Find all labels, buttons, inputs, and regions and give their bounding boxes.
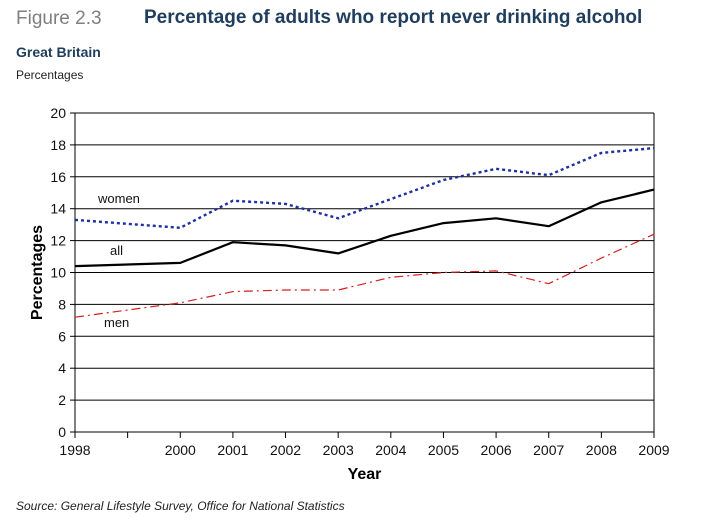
chart-title: Percentage of adults who report never dr… xyxy=(144,7,643,28)
axes xyxy=(74,113,655,438)
y-tick-label: 4 xyxy=(58,360,66,376)
units-label: Percentages xyxy=(16,68,84,82)
y-tick-label: 10 xyxy=(50,265,66,281)
series-label-men: men xyxy=(104,315,129,330)
x-tick-labels: 1998 2000 2001 2002 2003 2004 2005 2006 2007 2008… xyxy=(59,442,669,458)
y-tick-label: 18 xyxy=(50,137,66,153)
figure-label: Figure 2.3 xyxy=(16,8,102,29)
y-tick-label: 12 xyxy=(50,233,66,249)
y-tick-label: 2 xyxy=(58,392,66,408)
y-tick-label: 20 xyxy=(50,105,66,121)
series-lines xyxy=(74,146,655,318)
x-tick-label: 2004 xyxy=(375,442,406,458)
x-axis-label: Year xyxy=(348,466,382,483)
x-tick-label: 1998 xyxy=(59,442,90,458)
x-tick-label: 2009 xyxy=(638,442,669,458)
series-label-women: women xyxy=(97,191,140,206)
x-tick-label: 2001 xyxy=(217,442,248,458)
x-tick-label: 2005 xyxy=(428,442,459,458)
y-axis-label: Percentages xyxy=(29,225,46,320)
series-line-women xyxy=(74,146,655,230)
series-line-men xyxy=(74,233,655,318)
x-tick-label: 2003 xyxy=(323,442,354,458)
x-tick-label: 2006 xyxy=(481,442,512,458)
x-tick-label: 2002 xyxy=(270,442,301,458)
y-tick-label: 6 xyxy=(58,328,66,344)
y-tick-label: 8 xyxy=(58,296,66,312)
series-line-all xyxy=(74,188,655,268)
series-labels: women all men xyxy=(97,191,140,330)
series-label-all: all xyxy=(110,243,123,258)
x-tick-label: 2000 xyxy=(165,442,196,458)
y-tick-label: 0 xyxy=(58,424,66,440)
y-tick-label: 16 xyxy=(50,169,66,185)
x-tick-label: 2007 xyxy=(533,442,564,458)
gridlines xyxy=(70,112,654,433)
y-tick-label: 14 xyxy=(50,201,66,217)
region-subtitle: Great Britain xyxy=(16,44,101,60)
y-tick-labels: 0 2 4 6 8 10 12 14 16 18 20 xyxy=(50,105,66,440)
x-tick-label: 2008 xyxy=(586,442,617,458)
source-note: Source: General Lifestyle Survey, Office… xyxy=(16,499,345,513)
